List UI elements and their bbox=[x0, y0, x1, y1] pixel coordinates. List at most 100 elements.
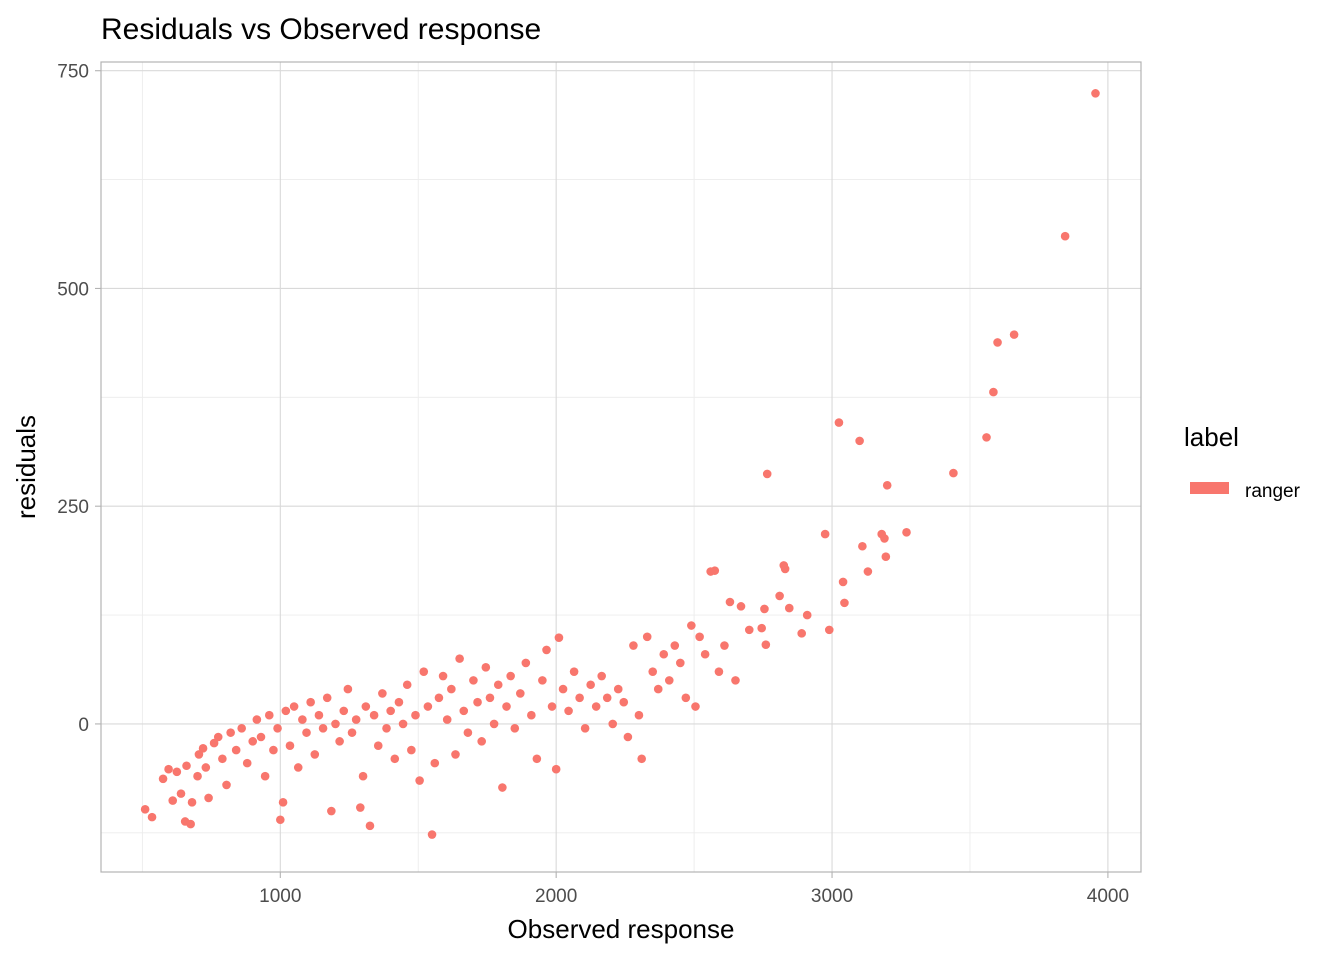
data-point bbox=[306, 697, 315, 707]
data-point bbox=[575, 693, 584, 703]
data-point bbox=[463, 728, 473, 737]
data-point bbox=[761, 640, 771, 649]
data-point bbox=[213, 732, 223, 742]
data-point bbox=[273, 723, 282, 733]
data-point bbox=[554, 633, 564, 643]
data-point bbox=[172, 767, 182, 777]
x-tick-label: 4000 bbox=[1087, 886, 1129, 907]
data-point bbox=[147, 812, 157, 822]
data-point bbox=[204, 793, 213, 803]
data-point bbox=[498, 783, 507, 792]
data-point bbox=[361, 702, 371, 711]
data-point bbox=[430, 758, 440, 768]
data-point bbox=[285, 741, 295, 751]
data-point bbox=[881, 552, 891, 562]
data-point bbox=[532, 754, 542, 764]
data-point bbox=[558, 684, 568, 694]
data-point bbox=[423, 702, 433, 711]
x-axis-title: Observed response bbox=[508, 914, 735, 944]
data-point bbox=[551, 764, 561, 774]
data-point bbox=[314, 710, 324, 720]
data-point bbox=[477, 737, 486, 746]
data-point bbox=[411, 710, 420, 720]
data-point bbox=[547, 702, 557, 711]
data-point bbox=[720, 641, 729, 650]
data-point bbox=[427, 830, 437, 839]
data-point bbox=[390, 754, 400, 764]
data-point bbox=[339, 706, 349, 716]
data-point bbox=[158, 774, 168, 784]
data-point bbox=[569, 667, 579, 676]
data-point bbox=[358, 771, 368, 781]
y-axis-title: residuals bbox=[11, 415, 41, 519]
data-point bbox=[757, 623, 766, 633]
data-point bbox=[415, 776, 424, 785]
data-point bbox=[670, 641, 680, 650]
data-point bbox=[714, 667, 724, 676]
data-point bbox=[382, 723, 391, 733]
data-point bbox=[506, 671, 515, 681]
data-point bbox=[824, 625, 834, 635]
legend-title: label bbox=[1184, 422, 1239, 452]
data-point bbox=[863, 567, 873, 576]
data-point bbox=[858, 541, 867, 551]
data-point bbox=[762, 469, 772, 479]
data-point bbox=[855, 436, 864, 446]
data-point bbox=[187, 798, 197, 807]
data-point bbox=[209, 738, 219, 748]
data-point bbox=[182, 761, 191, 771]
data-point bbox=[231, 745, 241, 755]
data-point bbox=[226, 728, 235, 737]
data-point bbox=[516, 689, 525, 698]
data-point bbox=[373, 741, 383, 751]
data-point bbox=[780, 564, 790, 574]
data-point bbox=[302, 728, 311, 737]
data-point bbox=[198, 744, 208, 753]
data-point bbox=[695, 632, 704, 642]
data-point bbox=[365, 821, 375, 831]
data-point bbox=[438, 671, 448, 681]
data-point bbox=[356, 803, 365, 812]
data-point bbox=[331, 719, 340, 729]
data-point bbox=[623, 732, 633, 742]
data-point bbox=[659, 649, 669, 659]
data-point bbox=[687, 621, 696, 630]
data-point bbox=[744, 625, 754, 635]
data-point bbox=[269, 745, 278, 755]
data-point bbox=[252, 715, 262, 724]
data-point bbox=[613, 684, 623, 694]
x-tick-label: 2000 bbox=[535, 886, 577, 907]
data-point bbox=[447, 684, 456, 694]
data-point bbox=[434, 693, 444, 703]
data-point bbox=[256, 732, 266, 742]
data-point bbox=[168, 796, 178, 805]
data-point bbox=[298, 715, 307, 724]
data-point bbox=[820, 529, 830, 539]
data-point bbox=[838, 577, 848, 587]
legend-label-ranger: ranger bbox=[1245, 481, 1301, 502]
data-point bbox=[619, 697, 629, 707]
data-point bbox=[982, 433, 991, 442]
data-point bbox=[278, 798, 288, 807]
data-point bbox=[691, 702, 700, 711]
data-point bbox=[510, 723, 520, 733]
data-point bbox=[260, 771, 270, 781]
data-point bbox=[378, 689, 387, 698]
data-point bbox=[1091, 89, 1100, 98]
data-point bbox=[293, 763, 303, 772]
data-point bbox=[597, 671, 606, 681]
data-point bbox=[608, 719, 618, 729]
data-point bbox=[648, 667, 658, 676]
data-point bbox=[591, 702, 601, 711]
data-point bbox=[343, 684, 353, 694]
data-point bbox=[264, 710, 274, 720]
chart-title: Residuals vs Observed response bbox=[101, 13, 541, 46]
legend-key-ranger bbox=[1190, 482, 1229, 494]
data-point bbox=[949, 468, 958, 478]
data-point bbox=[327, 806, 336, 816]
data-point bbox=[637, 754, 646, 764]
data-point bbox=[485, 693, 495, 703]
grid bbox=[101, 62, 1141, 872]
data-point bbox=[586, 680, 595, 690]
data-point bbox=[394, 697, 404, 707]
